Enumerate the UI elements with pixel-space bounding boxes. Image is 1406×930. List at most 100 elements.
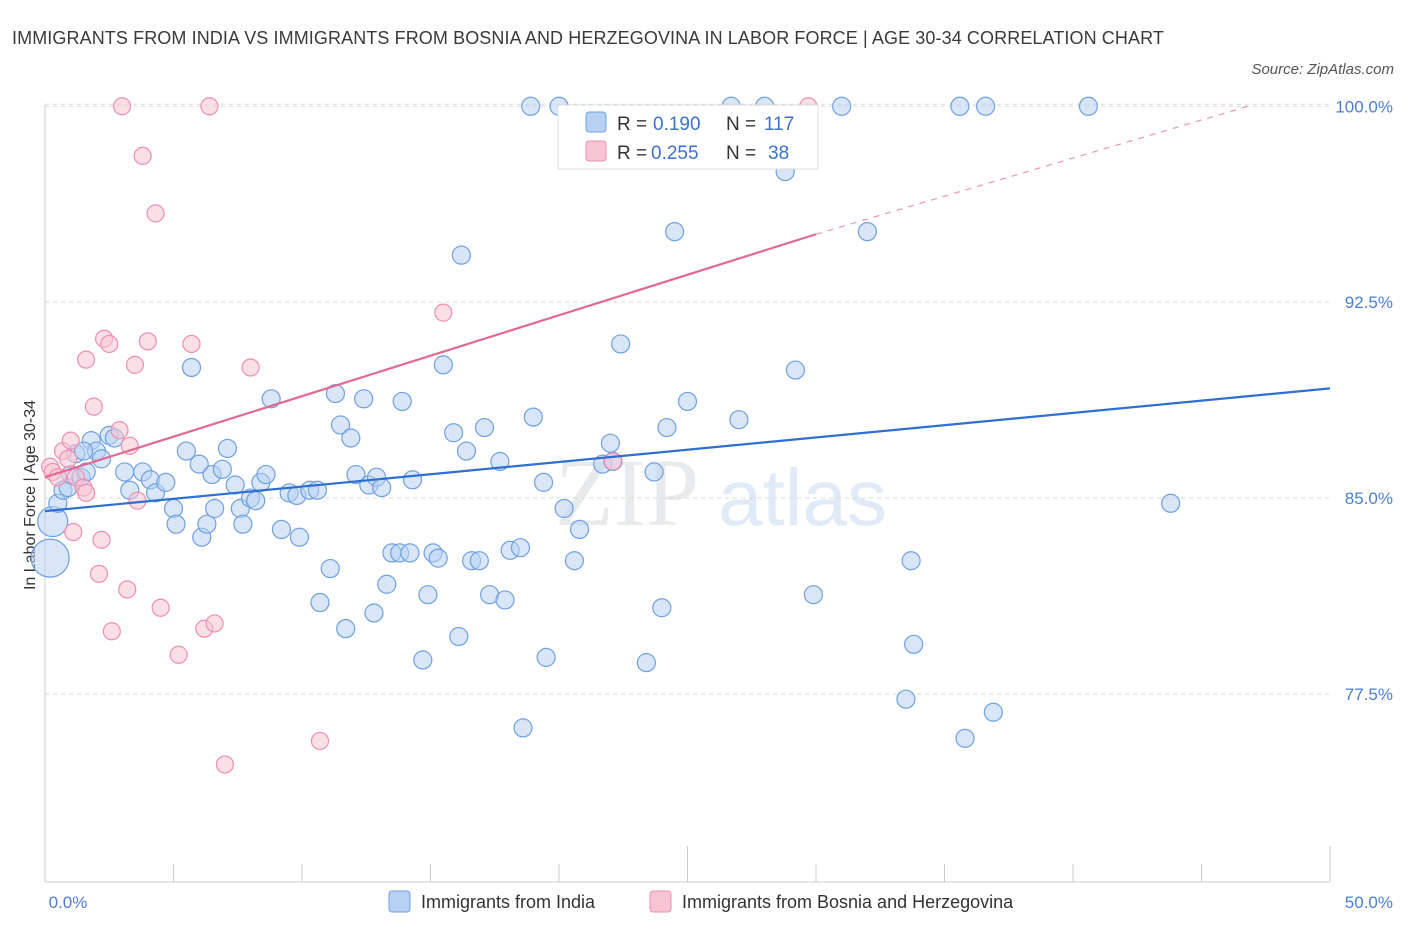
india-point: [156, 472, 176, 492]
bosnia-point: [77, 350, 96, 369]
india-point: [1078, 96, 1099, 116]
india-point: [115, 462, 135, 482]
bosnia-point: [215, 755, 234, 774]
bosnia-point: [84, 397, 103, 416]
india-point: [600, 433, 621, 453]
india-point: [372, 478, 392, 498]
india-point: [523, 407, 543, 427]
india-point: [976, 96, 996, 116]
india-point: [665, 222, 685, 242]
bosnia-point: [102, 622, 121, 641]
bosnia-point: [434, 303, 453, 322]
bosnia-point: [92, 530, 111, 549]
watermark-atlas: atlas: [718, 453, 887, 542]
bosnia-point: [125, 355, 145, 374]
series-legend: Immigrants from India Immigrants from Bo…: [388, 890, 1014, 913]
bosnia-point: [112, 97, 132, 116]
india-point: [30, 538, 70, 578]
india-point: [636, 653, 656, 673]
india-point: [346, 464, 366, 485]
india-point: [521, 96, 541, 116]
stats-legend: R = 0.190 N = 117 R = 0.255 N = 38: [557, 104, 819, 170]
bosnia-point: [182, 334, 201, 354]
india-point: [896, 689, 916, 709]
bosnia-trend-line: [44, 233, 817, 479]
india-point: [400, 543, 420, 563]
india-point: [428, 548, 448, 568]
y-tick-label: 85.0%: [1345, 489, 1393, 508]
legend-india-r-value: 0.190: [653, 114, 701, 135]
bottom-legend-bosnia-label: Immigrants from Bosnia and Herzegovina: [682, 892, 1014, 912]
y-tick-labels: 100.0% 92.5% 85.0% 77.5%: [1335, 97, 1393, 704]
india-point: [904, 634, 924, 654]
bottom-legend-india-swatch: [388, 890, 411, 913]
bosnia-point: [169, 645, 188, 664]
india-point: [364, 603, 384, 623]
india-point: [533, 472, 554, 492]
legend-india-n-value: 117: [764, 114, 794, 135]
bosnia-point: [100, 334, 119, 354]
bottom-legend-bosnia-swatch: [649, 890, 672, 913]
india-point: [320, 558, 340, 579]
bosnia-point: [64, 522, 83, 542]
source-label: Source: ZipAtlas.com: [1251, 61, 1394, 78]
india-point: [341, 428, 361, 448]
india-point: [803, 585, 824, 605]
india-point: [1161, 493, 1181, 513]
india-point: [181, 357, 202, 378]
legend-bosnia-r-value: 0.255: [651, 143, 699, 164]
india-point: [246, 491, 266, 511]
bosnia-point: [110, 421, 129, 440]
bosnia-point: [200, 97, 219, 116]
bosnia-point: [59, 449, 78, 468]
legend-bosnia-n-label: N =: [726, 143, 756, 164]
bosnia-point: [205, 614, 224, 633]
bosnia-trend-extension: [815, 105, 1248, 235]
bosnia-point: [241, 358, 260, 377]
india-point: [176, 441, 196, 461]
india-point: [217, 438, 238, 459]
y-tick-label: 100.0%: [1335, 97, 1393, 116]
india-point: [354, 389, 374, 409]
india-point: [611, 334, 631, 354]
india-point: [377, 574, 397, 594]
india-point: [536, 647, 556, 667]
bosnia-point: [146, 204, 165, 223]
india-point: [433, 355, 453, 375]
india-point: [983, 702, 1003, 722]
india-point: [166, 514, 186, 534]
india-point: [449, 626, 469, 647]
legend-bosnia-n-value: 38: [768, 143, 789, 164]
chart-title: IMMIGRANTS FROM INDIA VS IMMIGRANTS FROM…: [12, 28, 1164, 48]
india-point: [73, 441, 94, 461]
india-point: [955, 728, 975, 748]
india-point: [402, 470, 423, 490]
india-point: [189, 454, 209, 474]
legend-bosnia-r-label: R =: [617, 143, 647, 164]
india-point: [418, 585, 438, 605]
legend-india-swatch: [585, 111, 607, 133]
india-point: [261, 389, 281, 409]
india-point: [652, 598, 672, 618]
india-point: [510, 538, 531, 558]
india-point: [564, 551, 585, 571]
legend-india-n-label: N =: [726, 114, 756, 135]
trend-lines: [44, 105, 1331, 513]
india-point: [950, 96, 970, 116]
india-point: [444, 423, 464, 443]
bosnia-point: [89, 564, 109, 583]
india-point: [832, 96, 852, 116]
series-bosnia-points: [41, 97, 818, 774]
bosnia-point: [77, 483, 96, 502]
india-point: [644, 462, 664, 482]
bosnia-point: [310, 731, 330, 751]
india-point: [413, 650, 433, 670]
bosnia-point: [138, 332, 157, 351]
x-tick-label-start: 0.0%: [49, 893, 88, 912]
india-point: [901, 551, 921, 571]
bosnia-point: [118, 580, 137, 599]
y-tick-label: 77.5%: [1345, 685, 1393, 704]
india-trend-line: [44, 387, 1331, 513]
x-tick-labels: 0.0% 50.0%: [49, 893, 1393, 912]
legend-bosnia-swatch: [585, 140, 607, 162]
